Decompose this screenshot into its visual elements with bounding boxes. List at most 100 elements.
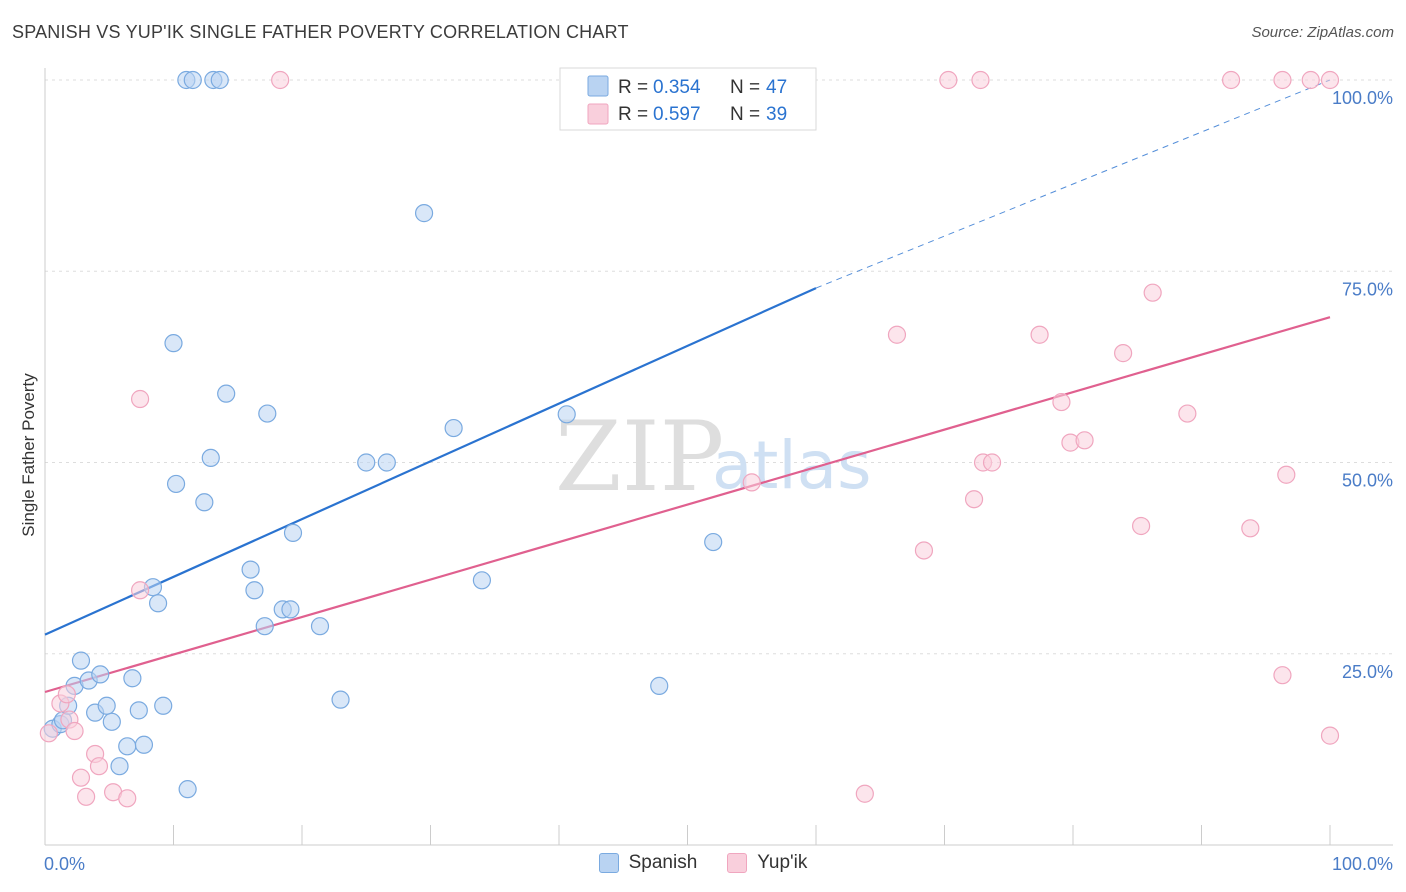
data-point-spanish (148, 594, 168, 613)
data-point-spanish (71, 651, 91, 670)
data-point-spanish (118, 737, 137, 756)
data-point-yupik (1277, 465, 1296, 484)
x-tick-label-min: 0.0% (44, 854, 85, 874)
trendline-0 (44, 287, 817, 636)
data-point-spanish (283, 523, 303, 542)
chart-title: SPANISH VS YUP'IK SINGLE FATHER POVERTY … (12, 22, 629, 42)
data-point-spanish (195, 493, 214, 512)
legend: R = 0.354 N = 47 R = 0.597 N = 39 (559, 67, 817, 131)
data-point-yupik (1221, 70, 1241, 90)
series-legend-item-spanish[interactable]: Spanish (598, 852, 698, 874)
watermark: ZIP atlas (555, 401, 872, 513)
data-point-yupik (118, 789, 137, 808)
y-tick-label: 25.0% (1342, 662, 1393, 682)
data-point-spanish (245, 581, 264, 600)
trendline-extension-0 (815, 79, 1331, 289)
watermark-zip: ZIP (555, 401, 724, 513)
chart-source: Source: ZipAtlas.com (1251, 24, 1394, 41)
data-point-spanish (97, 696, 116, 715)
data-point-spanish (255, 617, 274, 636)
data-point-yupik (939, 70, 958, 90)
data-point-yupik (1114, 344, 1133, 363)
data-point-yupik (65, 721, 84, 741)
data-point-yupik (1132, 516, 1151, 536)
data-point-spanish (472, 571, 491, 590)
data-point-yupik (1273, 666, 1292, 685)
y-tick-label: 75.0% (1342, 279, 1393, 299)
y-tick-label: 100.0% (1332, 88, 1393, 108)
data-point-yupik (71, 768, 91, 787)
data-point-spanish (217, 384, 236, 403)
data-point-spanish (129, 701, 148, 720)
data-point-spanish (704, 532, 723, 552)
data-point-spanish (377, 453, 396, 472)
data-point-yupik (1320, 726, 1340, 745)
data-point-yupik (1320, 70, 1340, 90)
data-point-yupik (1301, 70, 1320, 90)
data-point-yupik (1241, 519, 1260, 538)
data-point-spanish (102, 712, 121, 731)
data-point-spanish (310, 617, 330, 636)
data-point-spanish (110, 757, 129, 776)
series-legend-item-yupik[interactable]: Yup'ik (727, 852, 807, 874)
data-point-yupik (39, 724, 58, 743)
data-point-spanish (166, 474, 186, 494)
data-point-spanish (183, 70, 202, 90)
trendline-1 (44, 316, 1331, 694)
data-point-yupik (982, 453, 1002, 472)
x-tick-label-max: 100.0% (1332, 854, 1393, 874)
data-point-yupik (130, 581, 150, 600)
legend-n-label-yupik: N = (730, 104, 760, 125)
data-point-yupik (1075, 431, 1094, 450)
data-point-yupik (742, 473, 761, 492)
legend-n-value-yupik: 39 (766, 104, 787, 125)
legend-n-value-spanish: 47 (766, 77, 787, 98)
axes (44, 68, 1393, 846)
data-point-spanish (557, 405, 576, 424)
data-point-spanish (444, 418, 463, 438)
data-point-yupik (914, 541, 934, 560)
series-name-spanish: Spanish (628, 852, 698, 873)
legend-swatch-yupik (587, 103, 609, 125)
y-axis-label: Single Father Poverty (19, 373, 38, 537)
data-point-spanish (650, 676, 669, 695)
data-point-yupik (855, 784, 874, 803)
series-legend: Spanish Yup'ik (0, 852, 1406, 874)
data-point-yupik (964, 490, 984, 509)
data-point-spanish (414, 204, 434, 223)
data-point-yupik (89, 757, 109, 776)
data-point-spanish (178, 780, 197, 799)
data-point-yupik (77, 787, 96, 806)
data-point-yupik (887, 325, 907, 344)
legend-swatch-spanish (587, 75, 609, 97)
data-point-yupik (57, 685, 76, 704)
data-point-spanish (123, 669, 142, 688)
data-point-spanish (201, 448, 220, 468)
data-point-spanish (258, 404, 277, 423)
legend-r-label-spanish: R = (618, 77, 648, 98)
series-swatch-yupik (727, 853, 748, 873)
data-point-spanish (281, 600, 300, 619)
watermark-atlas: atlas (712, 427, 872, 504)
series-swatch-spanish (598, 853, 619, 873)
data-point-spanish (154, 696, 173, 715)
data-point-yupik (1178, 404, 1197, 423)
trendlines (44, 79, 1331, 694)
data-points (39, 70, 1340, 808)
data-point-yupik (1273, 70, 1292, 90)
legend-r-value-yupik: 0.597 (653, 104, 701, 125)
data-point-spanish (91, 665, 110, 684)
series-name-yupik: Yup'ik (757, 852, 808, 873)
legend-n-label-spanish: N = (730, 77, 760, 98)
data-point-spanish (331, 690, 350, 709)
data-point-spanish (164, 334, 183, 353)
data-point-yupik (971, 70, 990, 90)
data-point-spanish (241, 560, 260, 579)
legend-r-value-spanish: 0.354 (653, 77, 701, 98)
data-point-spanish (357, 453, 376, 472)
data-point-yupik (1052, 392, 1071, 412)
data-point-spanish (210, 70, 229, 90)
data-point-yupik (271, 70, 290, 90)
data-point-spanish (134, 735, 154, 754)
